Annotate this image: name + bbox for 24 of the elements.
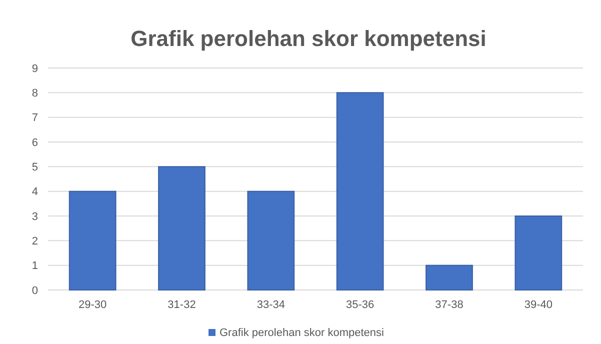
bar (426, 264, 473, 290)
bar (336, 92, 384, 290)
y-tick-label: 8 (32, 88, 38, 100)
bar (247, 190, 295, 290)
y-tick-label: 3 (32, 210, 38, 223)
y-tick-label: 2 (32, 236, 38, 248)
bar (158, 166, 206, 290)
y-tick-label: 7 (32, 112, 38, 124)
x-tick-label: 39-40 (524, 299, 552, 311)
y-tick-label: 0 (32, 284, 38, 297)
x-tick-label: 33-34 (256, 299, 285, 311)
x-tick-label: 35-36 (346, 299, 374, 311)
y-tick-label: 5 (32, 162, 38, 174)
x-tick-label: 29-30 (78, 299, 107, 311)
x-tick-label: 37-38 (435, 299, 464, 311)
y-tick-label: 1 (32, 260, 38, 272)
x-tick-label: 31-32 (168, 299, 196, 311)
legend-label: Grafik perolehan skor kompetensi (220, 327, 384, 339)
bar (514, 216, 562, 290)
chart-title: Grafik perolehan skor kompetensi (130, 26, 486, 51)
y-tick-label: 6 (32, 136, 38, 149)
bar (68, 190, 116, 290)
y-tick-label: 9 (32, 62, 38, 75)
y-tick-label: 4 (32, 186, 38, 198)
